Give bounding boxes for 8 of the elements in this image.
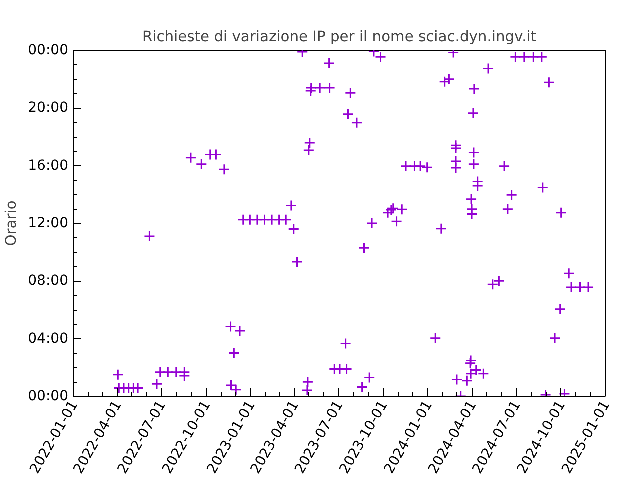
y-axis-title: Orario [3,200,20,246]
y-tick-label: 20:00 [28,100,69,116]
y-tick-label: 12:00 [28,216,69,232]
y-tick-label: 00:00 [28,42,69,58]
y-tick-label: 08:00 [28,273,69,290]
y-tick-label: 16:00 [28,158,69,174]
chart-title: Richieste di variazione IP per il nome sciac.dyn.ingv.it [142,28,537,46]
y-tick-label: 04:00 [28,330,69,347]
